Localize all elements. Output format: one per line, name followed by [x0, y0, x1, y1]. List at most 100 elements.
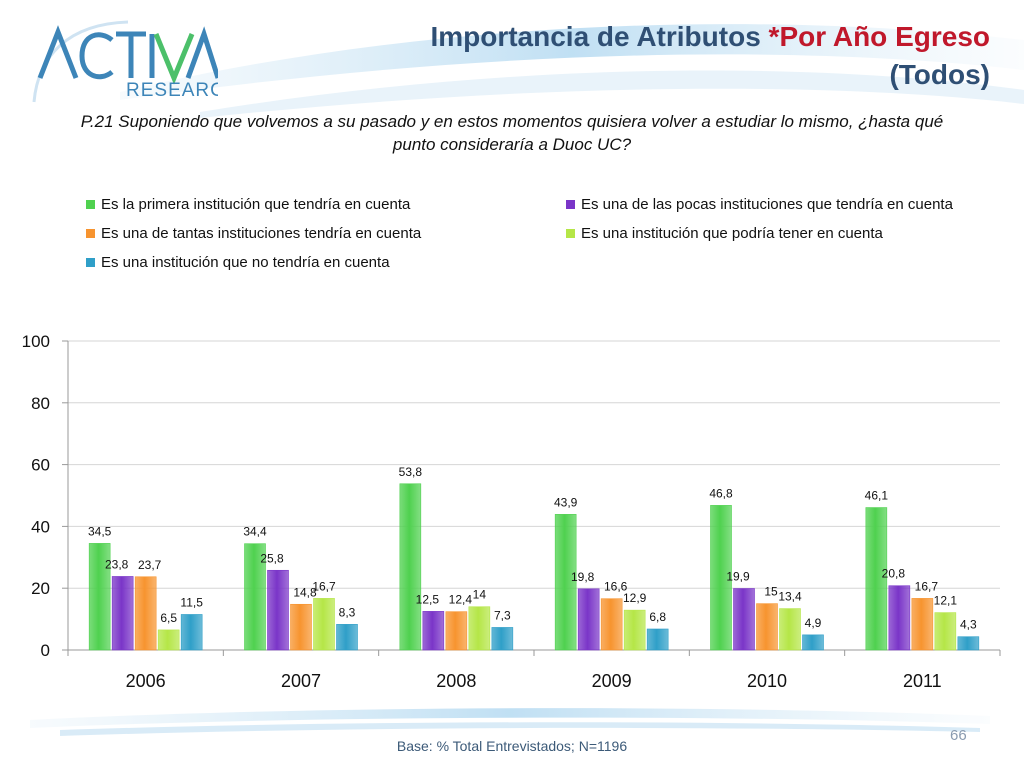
data-label: 34,5 — [88, 524, 112, 538]
bar — [267, 569, 289, 651]
data-label: 19,9 — [726, 570, 750, 584]
bar — [134, 576, 157, 651]
y-tick-label: 0 — [41, 641, 50, 660]
data-label: 15 — [764, 585, 778, 599]
y-tick-label: 40 — [31, 517, 50, 536]
title-main: Importancia de Atributos — [430, 21, 769, 52]
bar — [244, 543, 266, 651]
bar — [957, 636, 980, 651]
bar — [888, 585, 911, 651]
data-label: 6,5 — [160, 611, 177, 625]
bar — [710, 505, 732, 651]
legend-item: Es una institución que podría tener en c… — [566, 225, 883, 242]
bar — [646, 628, 669, 651]
bar — [554, 514, 577, 651]
legend-item: Es la primera institución que tendría en… — [86, 196, 410, 213]
data-label: 20,8 — [882, 567, 906, 581]
x-tick-label: 2011 — [903, 671, 942, 691]
legend-item: Es una de las pocas instituciones que te… — [566, 196, 953, 213]
data-label: 11,5 — [180, 595, 203, 609]
legend-item: Es una de tantas instituciones tendría e… — [86, 225, 421, 242]
x-tick-label: 2010 — [747, 671, 787, 691]
bar — [577, 588, 600, 651]
bar — [911, 598, 934, 651]
x-tick-label: 2009 — [592, 671, 632, 691]
legend-item: Es una institución que no tendría en cue… — [86, 254, 390, 271]
data-label: 12,5 — [416, 592, 440, 606]
bar — [399, 483, 422, 651]
data-label: 13,4 — [778, 590, 802, 604]
data-label: 16,7 — [312, 579, 336, 593]
bar — [445, 611, 468, 651]
base-note: Base: % Total Entrevistados; N=1196 — [396, 738, 628, 754]
chart-legend: Es la primera institución que tendría en… — [86, 196, 986, 286]
legend-label: Es una de las pocas instituciones que te… — [581, 196, 953, 213]
data-label: 14 — [473, 588, 487, 602]
activa-research-logo: RESEARCH — [32, 20, 218, 103]
legend-swatch — [86, 258, 95, 267]
title-accent: *Por Año Egreso — [768, 21, 990, 52]
data-label: 34,4 — [243, 525, 267, 539]
bar — [491, 627, 514, 651]
data-label: 4,9 — [805, 616, 822, 630]
data-label: 25,8 — [260, 551, 284, 565]
data-label: 6,8 — [649, 610, 666, 624]
bar — [600, 598, 623, 651]
data-label: 53,8 — [399, 465, 423, 479]
question-line-2: punto consideraría a Duoc UC? — [392, 135, 632, 154]
legend-swatch — [566, 229, 575, 238]
data-label: 12,4 — [449, 593, 473, 607]
bar — [802, 634, 824, 651]
bar — [468, 606, 491, 651]
bar — [779, 608, 801, 651]
legend-swatch — [86, 200, 95, 209]
legend-swatch — [566, 200, 575, 209]
y-tick-label: 60 — [31, 456, 50, 475]
legend-label: Es una institución que no tendría en cue… — [101, 254, 390, 271]
data-label: 4,3 — [960, 618, 977, 632]
title-subtitle: (Todos) — [889, 59, 990, 90]
logo-research-text: RESEARCH — [126, 80, 218, 101]
question-line-1: P.21 Suponiendo que volvemos a su pasado… — [80, 112, 944, 131]
survey-question: P.21 Suponiendo que volvemos a su pasado… — [40, 110, 984, 156]
y-tick-label: 20 — [31, 579, 50, 598]
bar — [422, 611, 445, 651]
bar — [756, 603, 778, 651]
bar — [623, 609, 646, 651]
data-label: 23,7 — [138, 558, 162, 572]
bar — [111, 576, 134, 651]
bar — [733, 588, 755, 651]
data-label: 43,9 — [554, 495, 578, 509]
data-label: 12,9 — [623, 591, 647, 605]
data-label: 12,1 — [934, 594, 958, 608]
bar — [313, 598, 335, 651]
bar — [290, 603, 312, 651]
legend-swatch — [86, 229, 95, 238]
data-label: 14,8 — [293, 585, 317, 599]
legend-label: Es una de tantas instituciones tendría e… — [101, 225, 422, 242]
page-number: 66 — [950, 727, 967, 744]
bar — [88, 543, 111, 651]
data-label: 46,8 — [709, 486, 733, 500]
y-tick-label: 80 — [31, 394, 50, 413]
bar — [865, 507, 888, 651]
data-label: 19,8 — [571, 570, 595, 584]
data-label: 16,7 — [915, 579, 939, 593]
page-title: Importancia de Atributos *Por Año Egreso… — [390, 18, 990, 94]
legend-label: Es la primera institución que tendría en… — [101, 196, 411, 213]
x-tick-label: 2007 — [281, 671, 321, 691]
x-tick-label: 2008 — [436, 671, 476, 691]
x-tick-label: 2006 — [126, 671, 166, 691]
bar — [180, 614, 203, 651]
bar — [157, 629, 180, 651]
data-label: 46,1 — [865, 489, 889, 503]
data-label: 23,8 — [105, 557, 129, 571]
data-label: 16,6 — [604, 580, 628, 594]
legend-label: Es una institución que podría tener en c… — [581, 225, 883, 242]
y-tick-label: 100 — [22, 332, 50, 351]
bar — [934, 612, 957, 651]
bar — [336, 624, 358, 651]
data-label: 7,3 — [494, 608, 511, 622]
